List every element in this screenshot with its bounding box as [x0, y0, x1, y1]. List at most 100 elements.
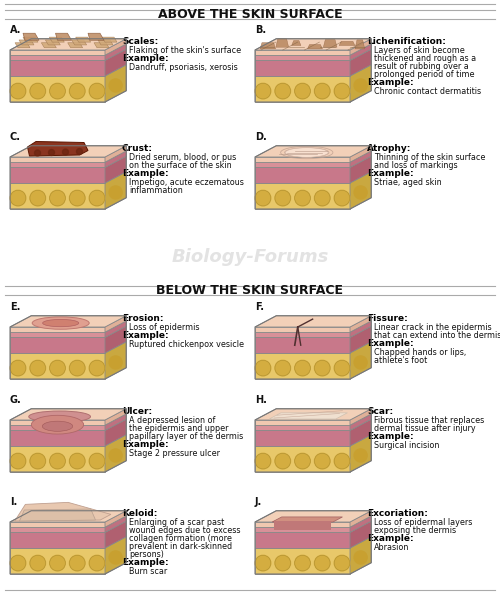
Circle shape [314, 83, 330, 99]
Polygon shape [350, 44, 371, 60]
Polygon shape [255, 420, 350, 425]
Polygon shape [255, 522, 350, 527]
Text: Erosion:: Erosion: [122, 314, 164, 323]
Polygon shape [68, 43, 82, 48]
Text: ABOVE THE SKIN SURFACE: ABOVE THE SKIN SURFACE [158, 8, 342, 21]
Polygon shape [292, 41, 301, 46]
Polygon shape [28, 141, 88, 156]
Polygon shape [255, 38, 371, 50]
Polygon shape [10, 425, 105, 430]
Circle shape [89, 190, 105, 206]
Circle shape [275, 555, 290, 571]
Text: Flaking of the skin's surface: Flaking of the skin's surface [129, 46, 241, 54]
Text: E.: E. [10, 302, 20, 312]
Circle shape [275, 83, 290, 99]
Text: prolonged period of time: prolonged period of time [374, 70, 474, 79]
Text: thickened and rough as a: thickened and rough as a [374, 54, 476, 63]
Polygon shape [255, 353, 350, 379]
Text: Linear crack in the epidermis: Linear crack in the epidermis [374, 323, 492, 332]
Polygon shape [105, 38, 126, 55]
Text: Dandruff, psoriasis, xerosis: Dandruff, psoriasis, xerosis [129, 63, 238, 72]
Polygon shape [10, 527, 105, 532]
Polygon shape [50, 37, 64, 42]
Polygon shape [339, 41, 355, 46]
Polygon shape [350, 521, 371, 548]
Circle shape [314, 190, 330, 206]
Text: I.: I. [10, 497, 17, 507]
Polygon shape [255, 327, 350, 332]
Circle shape [109, 449, 122, 462]
Circle shape [314, 361, 330, 376]
Text: A depressed lesion of: A depressed lesion of [129, 416, 216, 424]
Text: Example:: Example: [122, 54, 168, 63]
Circle shape [294, 190, 310, 206]
Polygon shape [350, 316, 371, 332]
Polygon shape [255, 55, 350, 60]
Polygon shape [255, 425, 350, 430]
Text: H.: H. [255, 395, 267, 405]
Polygon shape [10, 168, 105, 183]
Text: on the surface of the skin: on the surface of the skin [129, 161, 232, 170]
Text: Excoriation:: Excoriation: [367, 509, 428, 518]
Text: Keloid:: Keloid: [122, 509, 158, 518]
Text: Example:: Example: [367, 339, 414, 348]
Circle shape [294, 83, 310, 99]
Polygon shape [72, 40, 86, 45]
Text: Lichenification:: Lichenification: [367, 37, 446, 46]
Polygon shape [10, 327, 105, 332]
Polygon shape [105, 419, 126, 446]
Polygon shape [355, 40, 364, 49]
Circle shape [62, 149, 68, 155]
Polygon shape [255, 157, 350, 162]
Polygon shape [105, 49, 126, 76]
Circle shape [294, 555, 310, 571]
Text: Chapped hands or lips,: Chapped hands or lips, [374, 348, 466, 357]
Polygon shape [10, 60, 105, 76]
Polygon shape [350, 408, 371, 425]
Polygon shape [56, 33, 72, 40]
Polygon shape [350, 65, 371, 102]
Ellipse shape [42, 320, 78, 327]
Circle shape [30, 361, 46, 376]
Circle shape [354, 79, 367, 92]
Polygon shape [350, 414, 371, 430]
Text: Fibrous tissue that replaces: Fibrous tissue that replaces [374, 416, 484, 424]
Text: Chronic contact dermatitis: Chronic contact dermatitis [374, 87, 481, 96]
Circle shape [89, 361, 105, 376]
Text: B.: B. [255, 25, 266, 35]
Circle shape [255, 83, 271, 99]
Polygon shape [23, 33, 39, 40]
Circle shape [89, 555, 105, 571]
Polygon shape [308, 44, 322, 49]
Circle shape [30, 83, 46, 99]
Polygon shape [350, 511, 371, 527]
Polygon shape [10, 332, 105, 337]
Circle shape [354, 186, 367, 199]
Polygon shape [255, 527, 350, 532]
Text: collagen formation (more: collagen formation (more [129, 534, 232, 543]
Polygon shape [255, 316, 371, 327]
Circle shape [334, 555, 350, 571]
Text: the epidermis and upper: the epidermis and upper [129, 424, 228, 433]
Text: Example:: Example: [367, 534, 414, 543]
Circle shape [255, 453, 271, 469]
Circle shape [334, 190, 350, 206]
Circle shape [50, 190, 66, 206]
Polygon shape [10, 446, 105, 472]
Circle shape [275, 190, 290, 206]
Polygon shape [46, 40, 60, 45]
Circle shape [10, 361, 26, 376]
Text: J.: J. [255, 497, 262, 507]
Polygon shape [10, 430, 105, 446]
Polygon shape [350, 156, 371, 183]
Polygon shape [350, 172, 371, 209]
Circle shape [255, 555, 271, 571]
Circle shape [109, 79, 122, 92]
Text: inflammation: inflammation [129, 186, 183, 195]
Text: Example:: Example: [367, 78, 414, 87]
Text: Thinning of the skin surface: Thinning of the skin surface [374, 153, 486, 162]
Text: and loss of markings: and loss of markings [374, 161, 458, 170]
Polygon shape [10, 337, 105, 353]
Circle shape [70, 190, 85, 206]
Text: Ruptured chickenpox vesicle: Ruptured chickenpox vesicle [129, 340, 244, 349]
